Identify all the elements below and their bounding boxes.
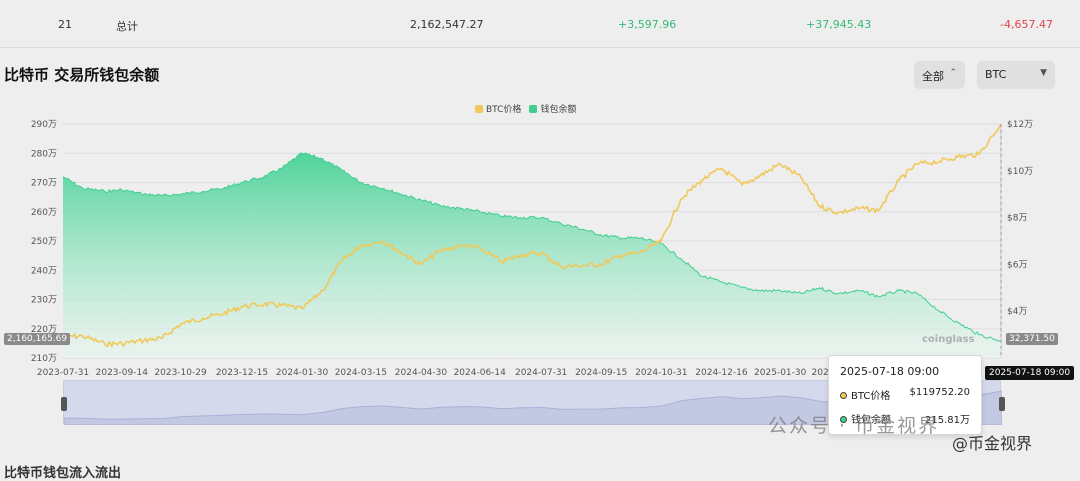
x-tick-label: 2024-06-14 (454, 368, 507, 378)
y-right-tick-label: $12万 (1007, 120, 1033, 130)
x-axis: 2023-07-31 2023-09-14 2023-10-29 2023-12-15… (37, 368, 864, 378)
x-tick-label: 2024-03-15 (335, 368, 387, 378)
x-tick-label: 2024-12-16 (695, 368, 748, 378)
caret-down-icon: ▼ (1040, 68, 1047, 78)
tooltip-price-value: $119752.20 (909, 387, 970, 398)
x-tick-label: 2023-10-29 (154, 368, 207, 378)
y-left-tick-label: 270万 (31, 179, 57, 189)
y-left-tick-label: 230万 (31, 296, 57, 306)
legend-item-balance[interactable]: 钱包余额 (529, 102, 576, 115)
legend-label-balance: 钱包余额 (540, 105, 577, 115)
legend-item-price[interactable]: BTC价格 (475, 102, 521, 115)
wechat-watermark: 公众号 · 币金视界 (768, 415, 940, 437)
coinglass-logo: coinglass (922, 334, 975, 345)
x-tick-label: 2024-10-31 (635, 368, 687, 378)
tooltip-date: 2025-07-18 09:00 (840, 365, 940, 378)
y-axis-right: $4万 $6万 $8万 $10万 $12万 (1007, 120, 1033, 317)
summary-change-1: +3,597.96 (618, 18, 677, 31)
tooltip-row-price: BTC价格 $119752.20 (840, 387, 970, 402)
balance-area (63, 153, 1001, 358)
y-left-tick-label: 210万 (31, 354, 57, 364)
summary-change-3: -4,657.47 (1000, 18, 1053, 31)
x-tick-label: 2024-09-15 (575, 368, 627, 378)
legend-label-price: BTC价格 (486, 105, 522, 115)
y-right-tick-label: $10万 (1007, 167, 1033, 177)
tooltip-price-label: BTC价格 (851, 391, 891, 402)
tooltip-dot-price (840, 392, 847, 399)
y-right-tick-label: $8万 (1007, 214, 1027, 224)
chart-canvas[interactable]: 210万 220万 230万 240万 250万 260万 270万 280万 290万 $4万… (0, 110, 1080, 385)
summary-index: 21 (58, 18, 72, 31)
price-line (62, 124, 1002, 348)
legend-swatch-price (475, 105, 483, 113)
x-tick-label: 2024-04-30 (395, 368, 448, 378)
balance-line (62, 152, 1002, 342)
y-right-tick-label: $4万 (1007, 307, 1027, 317)
tooltip-dot-balance (840, 416, 847, 423)
range-select-value: 全部 (922, 70, 944, 83)
y-left-tick-label: 280万 (31, 149, 57, 159)
section-title: 比特币 交易所钱包余额 (4, 66, 160, 84)
y-left-tick-label: 290万 (31, 120, 57, 130)
summary-row: 21 总计 2,162,547.27 +3,597.96 +37,945.43 … (0, 0, 1080, 48)
y-left-tick-label: 240万 (31, 266, 57, 276)
tooltip-balance-label: 钱包余额 (851, 415, 891, 426)
range-select[interactable]: 全部 ⌃ (914, 61, 965, 89)
tooltip-row-balance: 钱包余额 215.81万 (840, 411, 970, 426)
navigator-handle-right[interactable] (999, 397, 1005, 411)
x-tick-label: 2023-07-31 (37, 368, 89, 378)
brand-tag: @币金视界 (952, 434, 1033, 453)
updown-icon: ⌃ (949, 68, 957, 78)
x-tick-label: 2024-01-30 (276, 368, 329, 378)
x-tick-label: 2023-09-14 (96, 368, 149, 378)
chart-legend: BTC价格 钱包余额 (475, 102, 576, 115)
coin-select[interactable]: BTC ▼ (977, 61, 1055, 89)
y-left-tick-label: 250万 (31, 237, 57, 247)
tooltip-balance-value: 215.81万 (925, 415, 970, 426)
left-edge-label: 2,160,165.69 (4, 333, 71, 345)
navigator-handle-left[interactable] (61, 397, 67, 411)
x-tick-label: 2025-01-30 (754, 368, 807, 378)
x-tick-label: 2023-12-15 (216, 368, 268, 378)
x-tick-label: 2024-07-31 (515, 368, 567, 378)
coin-select-value: BTC (985, 68, 1007, 81)
y-right-tick-label: $6万 (1007, 260, 1027, 270)
y-left-tick-label: 260万 (31, 208, 57, 218)
hover-date-label: 2025-07-18 09:00 (985, 366, 1075, 380)
y-axis-left: 210万 220万 230万 240万 250万 260万 270万 280万 290万 (31, 120, 57, 364)
summary-value: 2,162,547.27 (410, 18, 484, 31)
summary-change-2: +37,945.43 (806, 18, 872, 31)
legend-swatch-balance (529, 105, 538, 113)
next-section-title: 比特币钱包流入流出 (4, 466, 122, 481)
y-left-tick-label: 220万 (31, 325, 57, 335)
chart-tooltip: 2025-07-18 09:00 BTC价格 $119752.20 钱包余额 2… (828, 355, 982, 435)
right-edge-label: 32,371.50 (1006, 333, 1058, 345)
summary-label: 总计 (116, 20, 138, 33)
